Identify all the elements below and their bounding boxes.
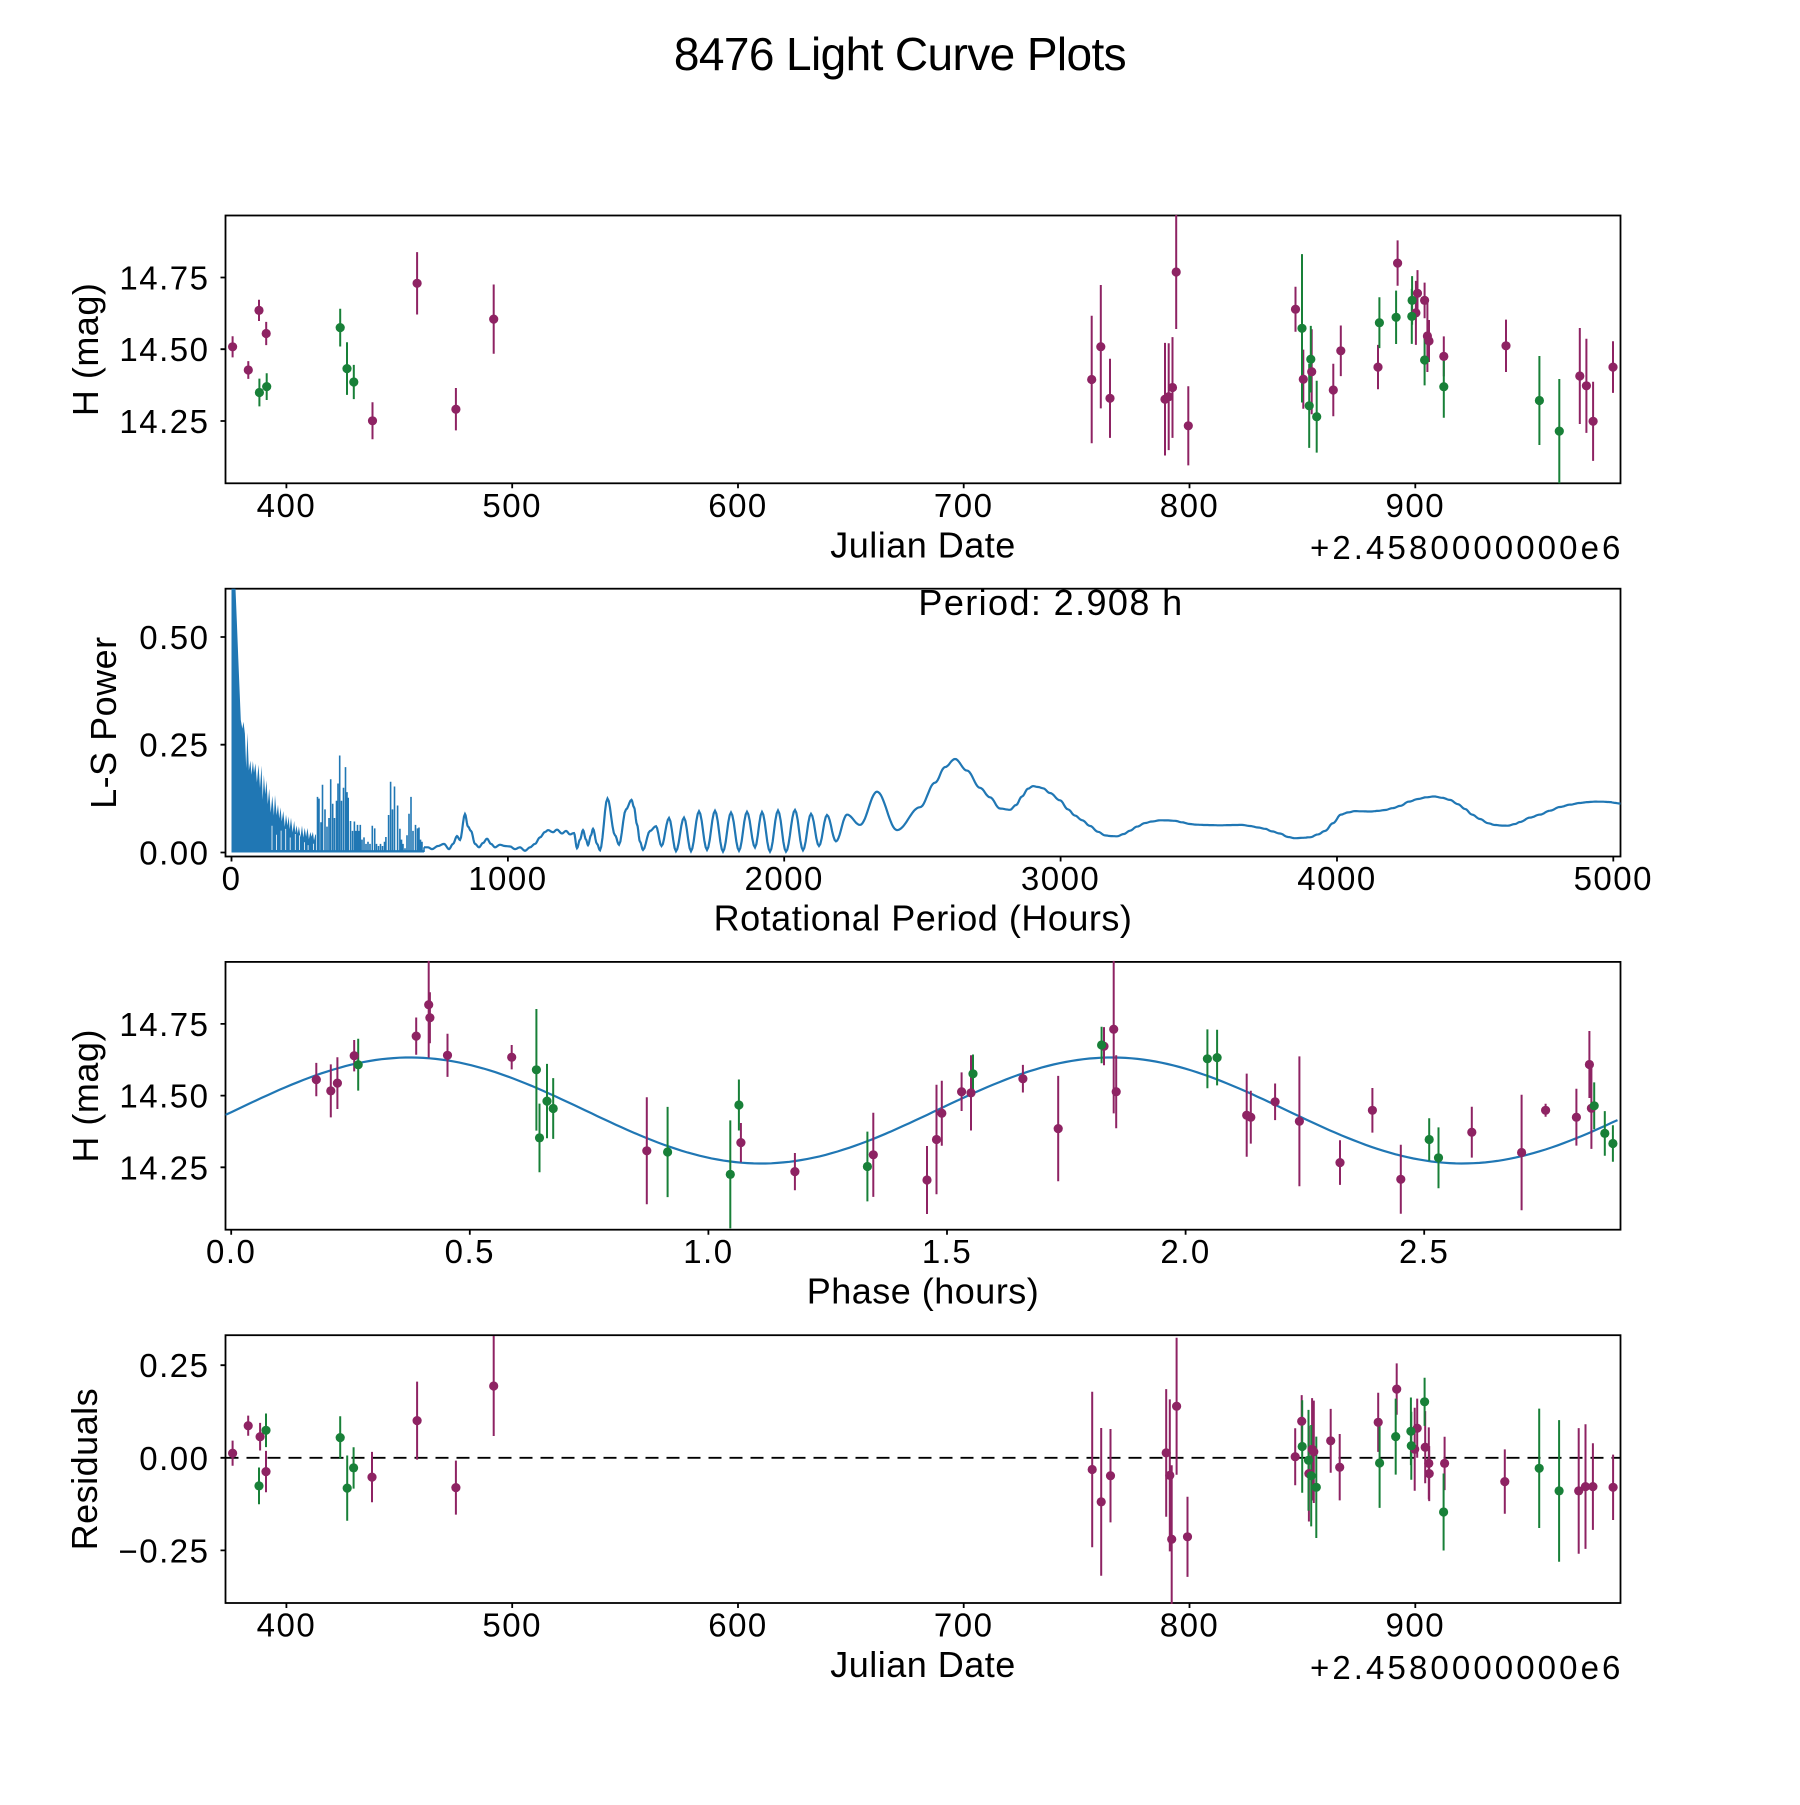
svg-text:500: 500 bbox=[482, 487, 542, 524]
svg-text:H (mag): H (mag) bbox=[65, 283, 106, 417]
svg-text:0.5: 0.5 bbox=[445, 1233, 495, 1270]
svg-text:Residuals: Residuals bbox=[64, 1388, 105, 1551]
svg-text:Julian Date: Julian Date bbox=[830, 525, 1016, 566]
svg-text:8476 Light Curve Plots: 8476 Light Curve Plots bbox=[674, 28, 1126, 80]
svg-text:14.50: 14.50 bbox=[119, 1078, 209, 1115]
svg-text:900: 900 bbox=[1386, 1607, 1446, 1644]
svg-text:1.5: 1.5 bbox=[922, 1233, 972, 1270]
svg-text:0.00: 0.00 bbox=[139, 835, 209, 872]
svg-text:+2.4580000000e6: +2.4580000000e6 bbox=[1310, 1649, 1624, 1686]
svg-text:Rotational Period (Hours): Rotational Period (Hours) bbox=[714, 898, 1133, 939]
svg-text:2000: 2000 bbox=[744, 860, 823, 897]
svg-text:0.25: 0.25 bbox=[139, 727, 209, 764]
svg-text:0.0: 0.0 bbox=[206, 1233, 256, 1270]
svg-text:800: 800 bbox=[1160, 487, 1220, 524]
svg-text:2.0: 2.0 bbox=[1160, 1233, 1210, 1270]
svg-text:14.25: 14.25 bbox=[119, 403, 209, 440]
svg-text:1.0: 1.0 bbox=[683, 1233, 733, 1270]
svg-text:600: 600 bbox=[708, 487, 768, 524]
svg-text:Period: 2.908 h: Period: 2.908 h bbox=[918, 582, 1183, 623]
svg-text:14.50: 14.50 bbox=[119, 331, 209, 368]
svg-text:3000: 3000 bbox=[1021, 860, 1100, 897]
svg-text:1000: 1000 bbox=[468, 860, 547, 897]
svg-text:0.00: 0.00 bbox=[139, 1440, 209, 1477]
svg-text:14.25: 14.25 bbox=[119, 1149, 209, 1186]
svg-text:Julian Date: Julian Date bbox=[830, 1644, 1016, 1685]
svg-text:5000: 5000 bbox=[1574, 860, 1653, 897]
svg-text:800: 800 bbox=[1160, 1607, 1220, 1644]
svg-text:400: 400 bbox=[257, 487, 317, 524]
svg-text:14.75: 14.75 bbox=[119, 260, 209, 297]
svg-text:0.50: 0.50 bbox=[139, 619, 209, 656]
svg-text:900: 900 bbox=[1386, 487, 1446, 524]
svg-text:600: 600 bbox=[708, 1607, 768, 1644]
svg-text:14.75: 14.75 bbox=[119, 1006, 209, 1043]
svg-text:0: 0 bbox=[222, 860, 242, 897]
svg-text:0.25: 0.25 bbox=[139, 1347, 209, 1384]
svg-text:−0.25: −0.25 bbox=[119, 1532, 210, 1569]
svg-text:500: 500 bbox=[482, 1607, 542, 1644]
svg-text:Phase (hours): Phase (hours) bbox=[807, 1271, 1040, 1312]
svg-text:400: 400 bbox=[257, 1607, 317, 1644]
svg-text:H (mag): H (mag) bbox=[65, 1029, 106, 1163]
svg-text:700: 700 bbox=[934, 487, 994, 524]
svg-text:4000: 4000 bbox=[1297, 860, 1376, 897]
svg-text:2.5: 2.5 bbox=[1399, 1233, 1449, 1270]
svg-text:L-S Power: L-S Power bbox=[83, 636, 124, 809]
svg-text:700: 700 bbox=[934, 1607, 994, 1644]
svg-text:+2.4580000000e6: +2.4580000000e6 bbox=[1310, 529, 1624, 566]
